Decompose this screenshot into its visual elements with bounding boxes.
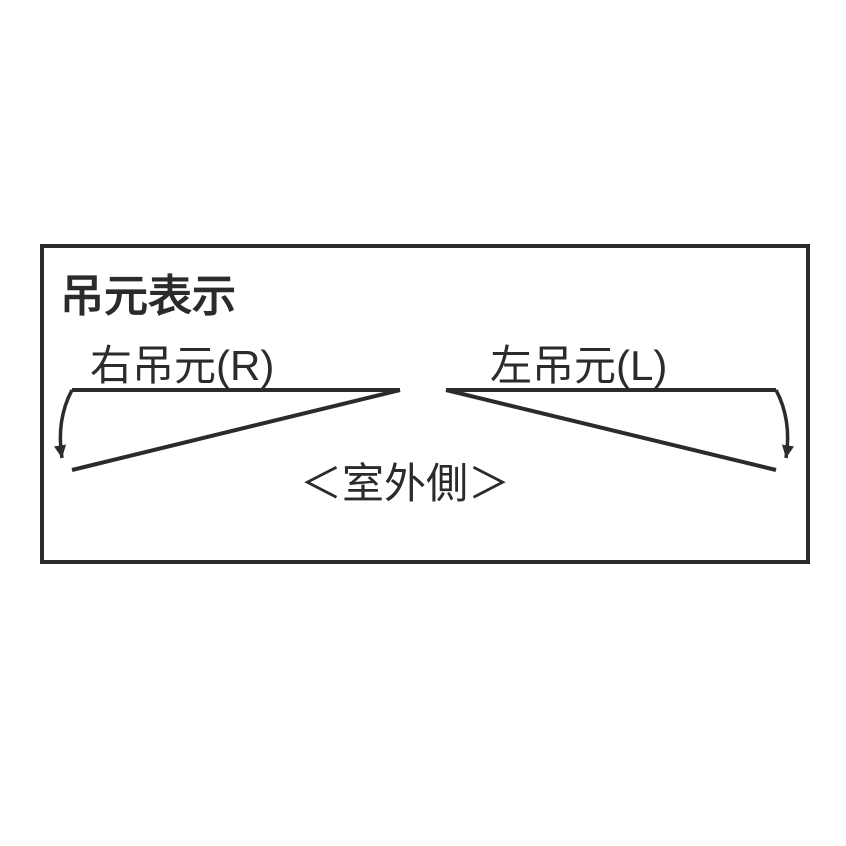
diagram-svg <box>0 0 846 846</box>
left-swing-group <box>54 390 400 470</box>
right-swing-group <box>446 390 794 470</box>
